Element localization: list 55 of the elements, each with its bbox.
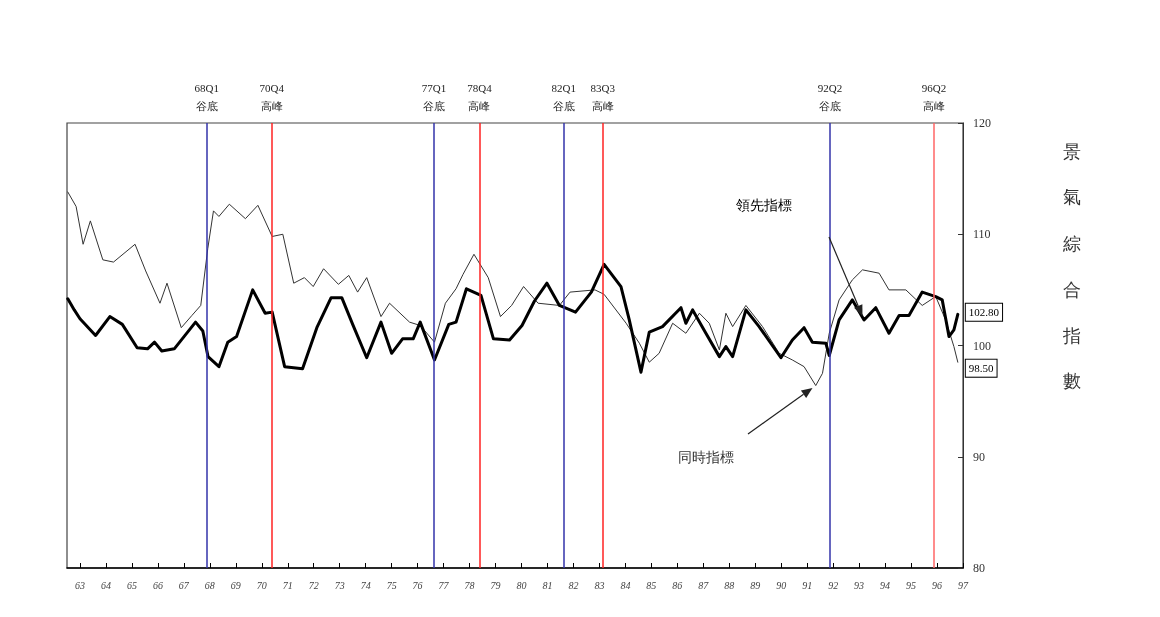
x-tick-label: 68 [204,579,215,591]
x-tick-label: 91 [802,579,813,591]
x-tick-label: 72 [308,579,319,591]
x-tick-label: 71 [282,579,293,591]
x-tick-label: 93 [854,579,865,591]
x-tick-label: 94 [880,579,891,591]
ref-line-label: 83Q3 高峰 [590,82,616,112]
x-tick-label: 87 [698,579,710,591]
ref-line-label: 78Q4 高峰 [467,82,493,112]
x-tick-label: 85 [646,579,657,591]
x-tick-label: 73 [334,579,345,591]
x-tick-label: 86 [672,579,683,591]
data-label: 98.50 [968,362,995,375]
x-tick-label: 82 [568,579,579,591]
ref-line-label: 70Q4 高峰 [259,82,285,112]
text: 領先指標 [736,198,792,213]
y-tick-label: 80 [973,561,985,575]
x-tick-label: 92 [828,579,839,591]
x-tick-label: 74 [360,579,371,591]
x-tick-label: 67 [178,579,190,591]
x-tick-label: 66 [152,579,163,591]
ref-line-label: 92Q2 谷底 [817,82,843,112]
x-tick-label: 64 [100,579,111,591]
x-tick-label: 69 [230,579,241,591]
x-tick-label: 96 [932,579,943,591]
x-tick-label: 95 [906,579,917,591]
ref-line-label: 68Q1 谷底 [194,82,219,112]
x-tick-label: 76 [412,579,423,591]
x-tick-label: 97 [958,579,969,591]
x-tick-label: 77 [438,579,450,591]
line-series [66,262,960,374]
x-tick-label: 88 [724,579,735,591]
y-axis-title: 景氣綜合指數 [1061,128,1083,404]
x-tick-label: 75 [386,579,397,591]
x-tick-label: 81 [542,579,553,591]
ref-line-label: 77Q1 谷底 [421,82,447,112]
ref-line-label: 96Q2 高峰 [921,82,947,112]
x-tick-label: 65 [126,579,137,591]
text: 同時指標 [678,450,734,465]
x-tick-label: 79 [490,579,501,591]
y-tick-label: 100 [973,338,991,353]
ref-line-label: 82Q1 谷底 [551,82,577,112]
y-tick-label: 90 [973,449,985,464]
x-tick-label: 83 [594,579,605,591]
x-tick-label: 70 [256,579,267,591]
x-tick-label: 90 [776,579,787,591]
x-tick-label: 84 [620,579,631,591]
y-tick-label: 110 [973,227,991,242]
x-tick-label: 78 [464,579,475,591]
x-tick-label: 80 [516,579,527,591]
y-tick-label: 120 [973,116,991,130]
x-tick-label: 63 [74,579,85,591]
data-label: 102.80 [968,306,1000,319]
x-tick-label: 89 [750,579,761,591]
line-series [67,191,959,387]
